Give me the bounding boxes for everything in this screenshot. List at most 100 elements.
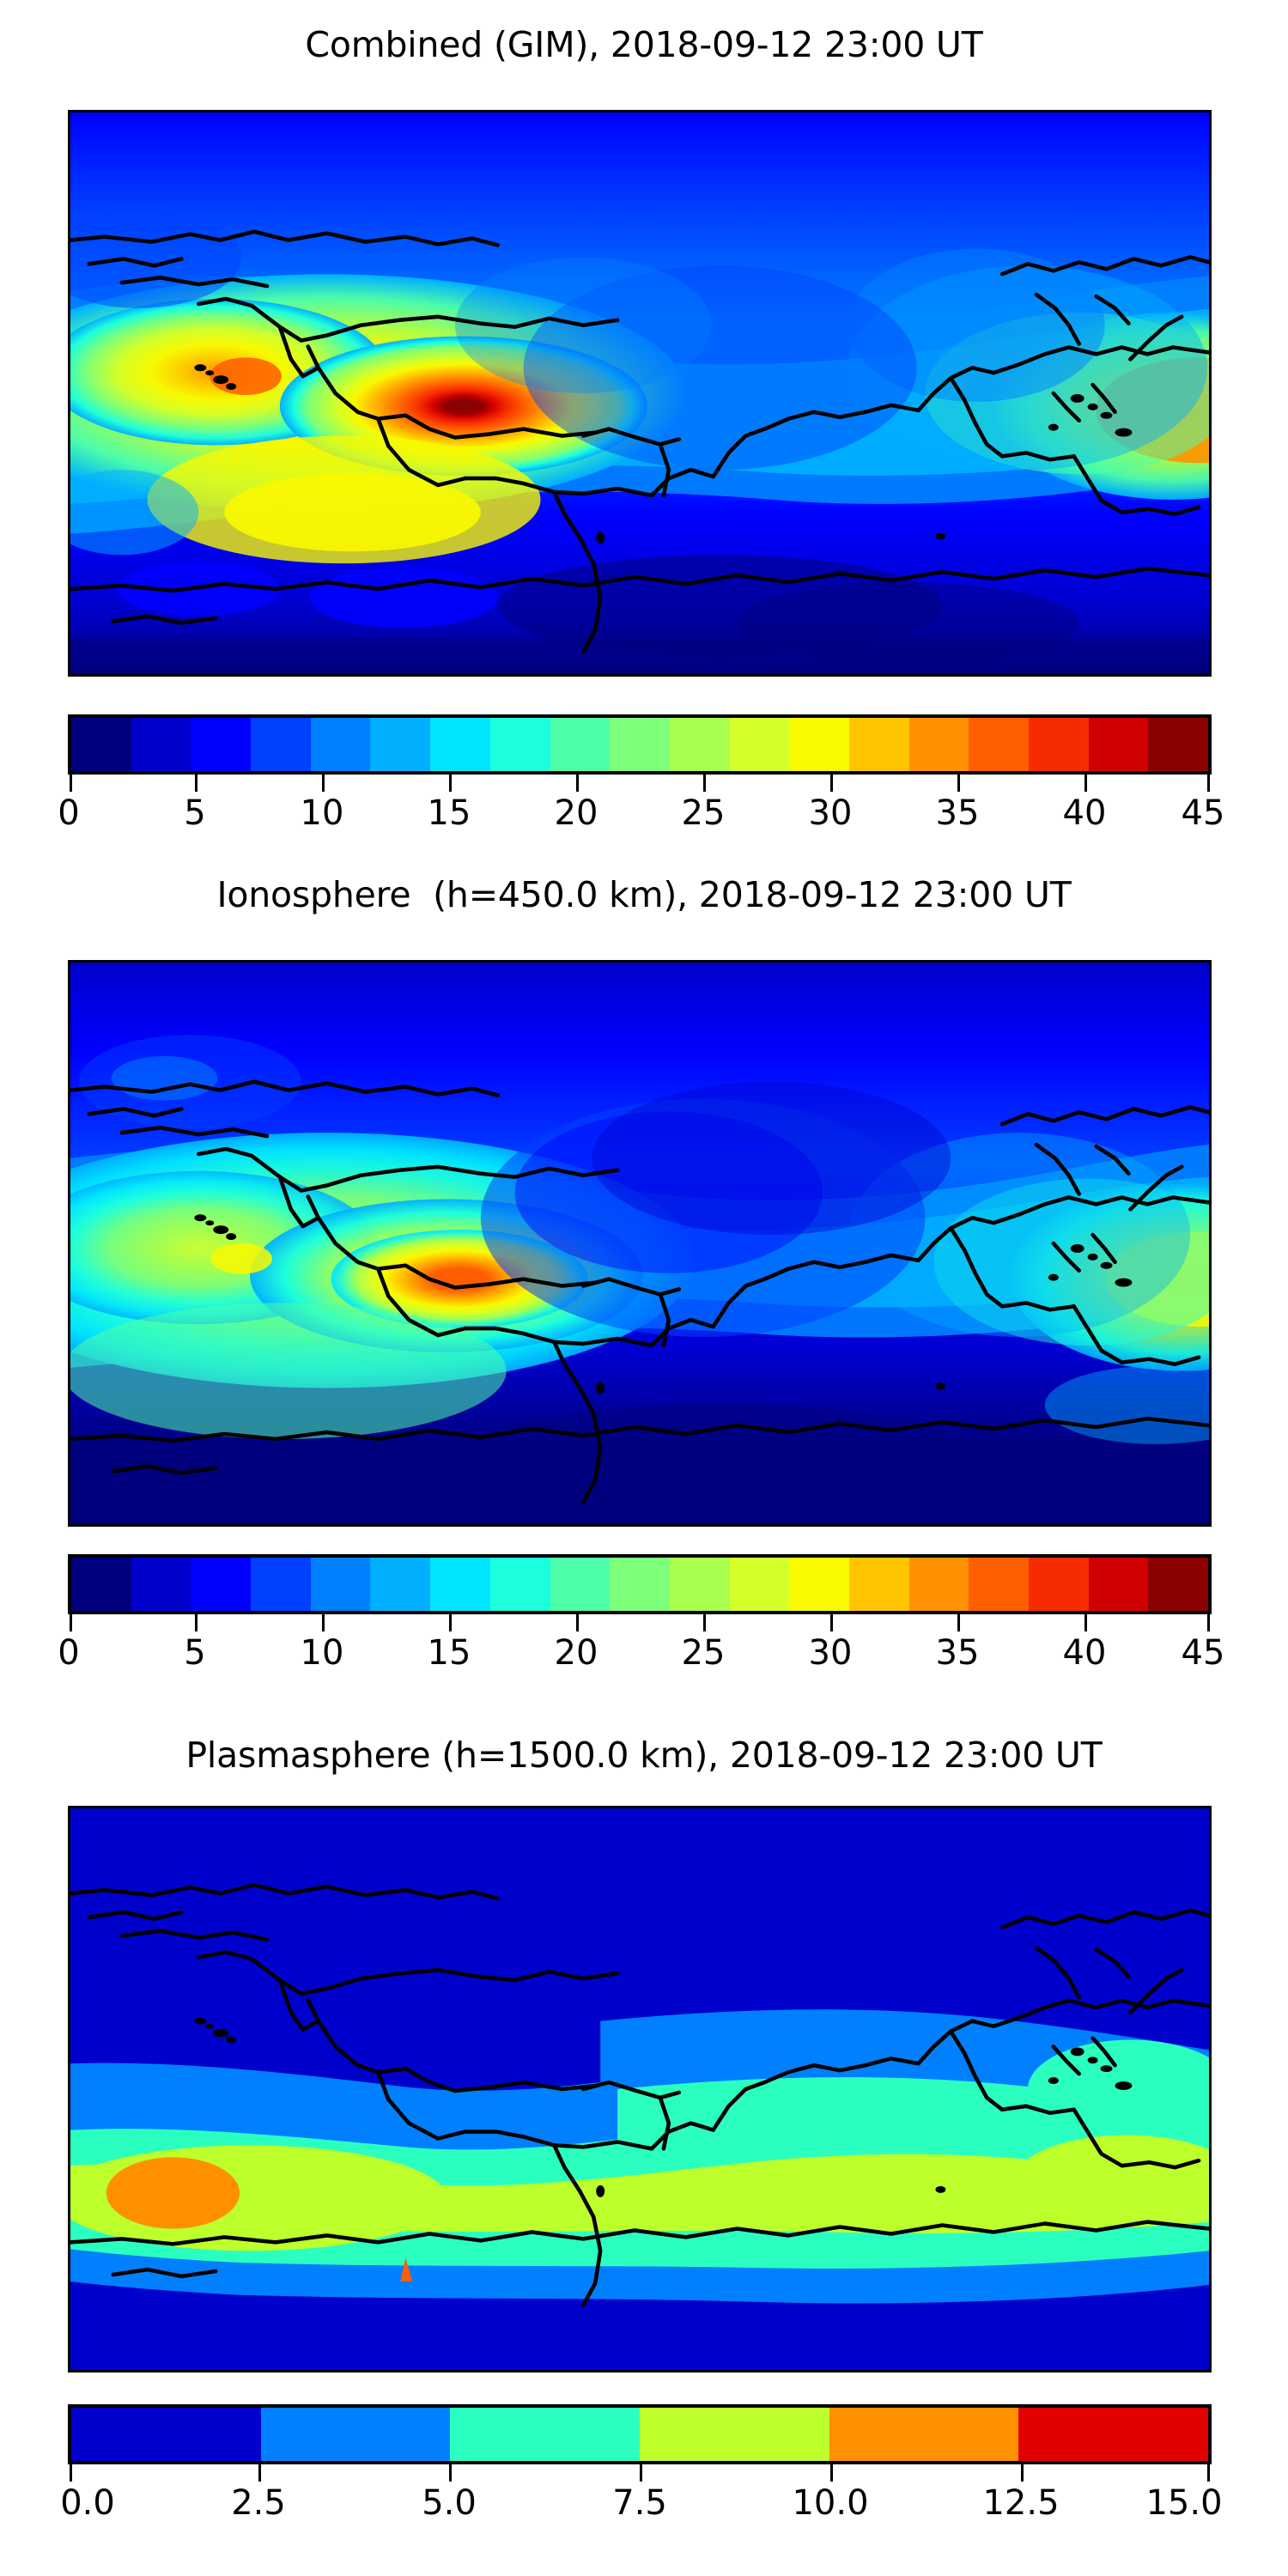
colorbar-ionosphere-labels: 0 5 10 15 20 25 30 35 40 45: [58, 1633, 1224, 1685]
colorbar-tick-label-7: 35: [935, 793, 980, 833]
colorbar-segment-13: [848, 718, 909, 771]
colorbar-segment-13: [848, 1558, 909, 1611]
colorbar-tick-label-7: 35: [935, 1633, 980, 1673]
colorbar-segment-3: [251, 1558, 311, 1611]
colorbar-segment-1: [131, 718, 191, 771]
colorbar-segment-0: [71, 1558, 131, 1611]
colorbar-tick-label-8: 40: [1062, 1633, 1107, 1673]
colorbar-tick-4: [576, 775, 579, 792]
colorbar-segment-1: [260, 2408, 451, 2461]
colorbar-segment-0: [71, 2408, 261, 2461]
colorbar-ionosphere-ticks: [68, 1614, 1212, 1633]
colorbar-tick-label-4: 10.0: [792, 2483, 869, 2523]
colorbar-tick-label-2: 10: [300, 793, 344, 833]
colorbar-tick-1: [195, 775, 197, 792]
colorbar-plasmasphere: 0.0 2.5 5.0 7.5 10.0 12.5 15.0: [60, 2404, 1223, 2535]
colorbar-tick-label-2: 10: [300, 1633, 344, 1673]
colorbar-segment-4: [829, 2408, 1019, 2461]
colorbar-segment-6: [430, 1558, 490, 1611]
colorbar-segment-6: [430, 718, 490, 771]
colorbar-tick-label-2: 5.0: [422, 2483, 477, 2523]
colorbar-tick-label-8: 40: [1062, 793, 1107, 833]
colorbar-tick-label-0: 0: [58, 793, 80, 833]
colorbar-tick-8: [1084, 1614, 1087, 1631]
colorbar-segment-2: [450, 2408, 641, 2461]
colorbar-tick-1: [195, 1614, 197, 1631]
colorbar-tick-label-6: 15.0: [1145, 2483, 1223, 2523]
colorbar-segment-15: [969, 718, 1029, 771]
colorbar-segment-0: [71, 718, 131, 771]
colorbar-tick-label-5: 12.5: [982, 2483, 1060, 2523]
colorbar-tick-6: [830, 1614, 833, 1631]
colorbar-segment-8: [550, 1558, 611, 1611]
colorbar-segment-16: [1029, 718, 1089, 771]
colorbar-tick-label-9: 45: [1181, 793, 1225, 833]
colorbar-tick-7: [957, 1614, 960, 1631]
colorbar-segment-15: [969, 1558, 1029, 1611]
colorbar-segment-12: [789, 718, 849, 771]
colorbar-segment-5: [1018, 2408, 1209, 2461]
map-ionosphere: [68, 960, 1212, 1527]
colorbar-tick-label-1: 2.5: [231, 2483, 286, 2523]
colorbar-segment-14: [908, 718, 969, 771]
colorbar-tick-2: [322, 1614, 325, 1631]
colorbar-tick-label-0: 0.0: [60, 2483, 115, 2523]
colorbar-plasmasphere-ticks: [68, 2464, 1212, 2483]
colorbar-segment-7: [489, 718, 550, 771]
colorbar-combined: 0 5 10 15 20 25 30 35 40 45: [58, 714, 1224, 845]
colorbar-tick-5: [703, 775, 706, 792]
colorbar-tick-label-4: 20: [554, 1633, 598, 1673]
colorbar-tick-label-3: 15: [427, 1633, 471, 1673]
colorbar-tick-label-5: 25: [681, 1633, 726, 1673]
colorbar-tick-1: [258, 2464, 261, 2482]
colorbar-tick-5: [703, 1614, 706, 1631]
colorbar-tick-0: [70, 1614, 72, 1631]
colorbar-segment-10: [669, 718, 730, 771]
colorbar-segment-17: [1088, 1558, 1149, 1611]
colorbar-tick-label-0: 0: [58, 1633, 80, 1673]
colorbar-segment-4: [310, 718, 371, 771]
colorbar-segment-1: [131, 1558, 191, 1611]
panel-ionosphere: Ionosphere (h=450.0 km), 2018-09-12 23:0…: [0, 850, 1288, 1700]
panel-title-combined: Combined (GIM), 2018-09-12 23:00 UT: [305, 24, 983, 65]
colorbar-segment-11: [729, 1558, 790, 1611]
colorbar-tick-2: [322, 775, 325, 792]
colorbar-tick-0: [70, 2464, 72, 2482]
colorbar-segment-10: [669, 1558, 730, 1611]
panel-title-ionosphere: Ionosphere (h=450.0 km), 2018-09-12 23:0…: [216, 874, 1072, 915]
colorbar-tick-4: [576, 1614, 579, 1631]
colorbar-segment-4: [310, 1558, 371, 1611]
colorbar-plasmasphere-gradient: [68, 2404, 1212, 2464]
colorbar-segment-8: [550, 718, 611, 771]
colorbar-segment-3: [251, 718, 311, 771]
colorbar-tick-0: [70, 775, 72, 792]
colorbar-combined-gradient: [68, 714, 1212, 775]
colorbar-tick-8: [1084, 775, 1087, 792]
colorbar-tick-label-1: 5: [184, 793, 206, 833]
colorbar-plasmasphere-labels: 0.0 2.5 5.0 7.5 10.0 12.5 15.0: [60, 2483, 1222, 2535]
colorbar-segment-2: [191, 718, 252, 771]
colorbar-combined-labels: 0 5 10 15 20 25 30 35 40 45: [58, 793, 1224, 845]
panel-combined-gim: Combined (GIM), 2018-09-12 23:00 UT: [0, 0, 1288, 850]
colorbar-tick-2: [449, 2464, 452, 2482]
colorbar-segment-16: [1029, 1558, 1089, 1611]
colorbar-segment-12: [789, 1558, 849, 1611]
colorbar-segment-11: [729, 718, 790, 771]
colorbar-tick-4: [830, 2464, 833, 2482]
panel-plasmasphere: Plasmasphere (h=1500.0 km), 2018-09-12 2…: [0, 1700, 1288, 2576]
colorbar-segment-5: [370, 1558, 431, 1611]
colorbar-segment-18: [1148, 718, 1209, 771]
colorbar-combined-ticks: [68, 775, 1212, 793]
colorbar-segment-2: [191, 1558, 252, 1611]
colorbar-segment-17: [1088, 718, 1149, 771]
colorbar-ionosphere: 0 5 10 15 20 25 30 35 40 45: [58, 1554, 1224, 1685]
colorbar-tick-7: [957, 775, 960, 792]
colorbar-tick-label-6: 30: [808, 1633, 853, 1673]
colorbar-segment-3: [640, 2408, 829, 2461]
colorbar-tick-6: [1207, 2464, 1210, 2482]
colorbar-tick-5: [1021, 2464, 1024, 2482]
colorbar-segment-9: [610, 718, 670, 771]
colorbar-tick-label-6: 30: [808, 793, 853, 833]
colorbar-segment-18: [1148, 1558, 1209, 1611]
